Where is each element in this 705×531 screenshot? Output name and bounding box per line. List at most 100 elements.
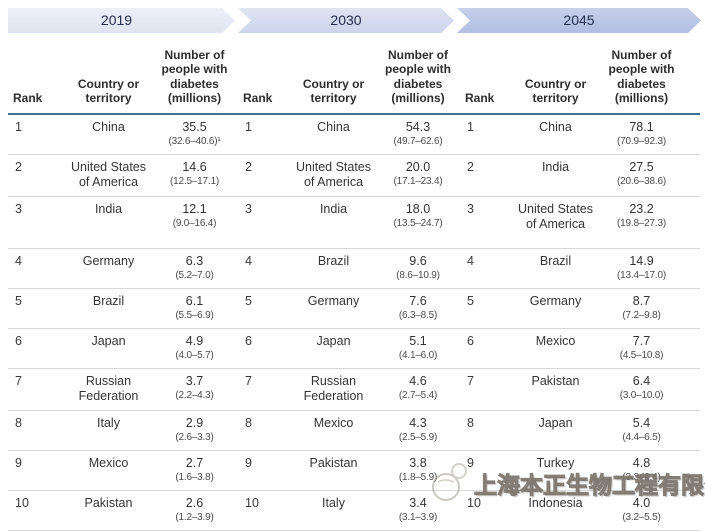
value: 54.3 [405, 120, 431, 134]
range: (32.6–40.6)¹ [168, 136, 221, 147]
rank-cell: 7 [238, 368, 291, 411]
value: 4.6 [409, 374, 427, 388]
range: (6.3–8.5) [398, 310, 438, 321]
value: 2.9 [185, 416, 204, 430]
rank-cell: 2 [238, 154, 291, 197]
value: 18.0 [405, 202, 431, 216]
col-header-number-2019: Number of people with diabetes (millions… [151, 36, 238, 115]
rank-cell: 1 [460, 114, 513, 155]
col-header-country-2045: Country or territory [513, 36, 598, 115]
value-cell: 3.4 (3.1–3.9) [376, 490, 460, 531]
rank-cell: 8 [460, 410, 513, 451]
range: (3.2–5.5) [622, 512, 661, 523]
range: (5.5–6.9) [175, 310, 214, 321]
range: (3.1–3.9) [398, 512, 438, 523]
year-label-2030: 2030 [330, 12, 362, 28]
value: 7.6 [409, 294, 427, 308]
value-cell: 6.3 (5.2–7.0) [151, 248, 238, 289]
year-label-2019: 2019 [100, 12, 133, 28]
value: 35.5 [182, 120, 207, 134]
rank-cell: 8 [8, 410, 66, 451]
country-cell: India [66, 196, 151, 249]
range: (9.0–16.4) [172, 218, 217, 229]
range: (13.4–17.0) [617, 270, 666, 281]
rank-cell: 6 [8, 328, 66, 369]
value: 6.3 [185, 254, 204, 268]
value-cell: 23.2 (19.8–27.3) [598, 196, 700, 249]
timeline-band-2019: 2019 [8, 8, 235, 33]
range: (12.5–17.1) [170, 176, 219, 187]
range: (4.4–6.5) [622, 432, 661, 443]
value: 6.4 [632, 374, 651, 388]
value-cell: 20.0 (17.1–23.4) [376, 154, 460, 197]
rank-cell: 5 [460, 288, 513, 329]
value: 7.7 [632, 334, 651, 348]
country-cell: Pakistan [291, 450, 376, 491]
country-cell: Pakistan [513, 368, 598, 411]
value-cell: 4.8 (3.3–6.4) [598, 450, 700, 491]
value: 4.0 [632, 496, 651, 510]
col-header-number-2030: Number of people with diabetes (millions… [376, 36, 460, 115]
value-cell: 14.6 (12.5–17.1) [151, 154, 238, 197]
rank-cell: 10 [238, 490, 291, 531]
range: (1.6–3.8) [175, 472, 214, 483]
rank-cell: 5 [238, 288, 291, 329]
country-cell: Indonesia [513, 490, 598, 531]
top10-countries-table: Rank Country or territory Number of peop… [8, 36, 700, 531]
range: (1.2–3.9) [175, 512, 214, 523]
rank-cell: 6 [238, 328, 291, 369]
rank-cell: 2 [460, 154, 513, 197]
col-header-rank-2045: Rank [460, 36, 513, 115]
value-cell: 2.9 (2.6–3.3) [151, 410, 238, 451]
country-cell: Germany [291, 288, 376, 329]
country-cell: United States of America [513, 196, 598, 249]
table-row: 2 United States of America 14.6 (12.5–17.… [8, 154, 700, 197]
rank-cell: 3 [460, 196, 513, 249]
rank-cell: 1 [238, 114, 291, 155]
year-label-2045: 2045 [563, 12, 595, 28]
value: 3.7 [185, 374, 204, 388]
col-header-country-2019: Country or territory [66, 36, 151, 115]
value-cell: 18.0 (13.5–24.7) [376, 196, 460, 249]
rank-cell: 7 [8, 368, 66, 411]
rank-cell: 4 [8, 248, 66, 289]
value-cell: 9.6 (8.6–10.9) [376, 248, 460, 289]
range: (49.7–62.6) [393, 136, 443, 147]
col-header-number-2045: Number of people with diabetes (millions… [598, 36, 700, 115]
country-cell: Japan [513, 410, 598, 451]
rank-cell: 10 [8, 490, 66, 531]
value: 78.1 [629, 120, 654, 134]
value: 3.8 [409, 456, 427, 470]
value-cell: 4.0 (3.2–5.5) [598, 490, 700, 531]
value-cell: 3.8 (1.8–5.9) [376, 450, 460, 491]
timeline-band-2030: 2030 [238, 8, 454, 33]
value: 9.6 [409, 254, 427, 268]
rank-cell: 10 [460, 490, 513, 531]
value-cell: 35.5 (32.6–40.6)¹ [151, 114, 238, 155]
country-cell: Japan [66, 328, 151, 369]
country-cell: Russian Federation [66, 368, 151, 411]
diabetes-top10-table-figure: 2019 2030 2045 Rank Country or territory… [8, 0, 705, 531]
range: (2.7–5.4) [398, 390, 438, 401]
range: (1.8–5.9) [398, 472, 438, 483]
col-header-rank-2019: Rank [8, 36, 66, 115]
rank-cell: 4 [238, 248, 291, 289]
value-cell: 4.6 (2.7–5.4) [376, 368, 460, 411]
value: 4.9 [185, 334, 204, 348]
country-cell: United States of America [66, 154, 151, 197]
value: 2.6 [185, 496, 204, 510]
value: 3.4 [409, 496, 427, 510]
rank-cell: 9 [460, 450, 513, 491]
value-cell: 12.1 (9.0–16.4) [151, 196, 238, 249]
value-cell: 5.4 (4.4–6.5) [598, 410, 700, 451]
value: 5.1 [409, 334, 427, 348]
rank-cell: 4 [460, 248, 513, 289]
range: (3.0–10.0) [619, 390, 664, 401]
country-cell: China [66, 114, 151, 155]
value-cell: 27.5 (20.6–38.6) [598, 154, 700, 197]
value: 20.0 [405, 160, 431, 174]
table-row: 4 Germany 6.3 (5.2–7.0) 4 Brazil 9.6 (8.6–… [8, 248, 700, 289]
country-cell: Germany [513, 288, 598, 329]
value: 12.1 [182, 202, 207, 216]
rank-cell: 1 [8, 114, 66, 155]
